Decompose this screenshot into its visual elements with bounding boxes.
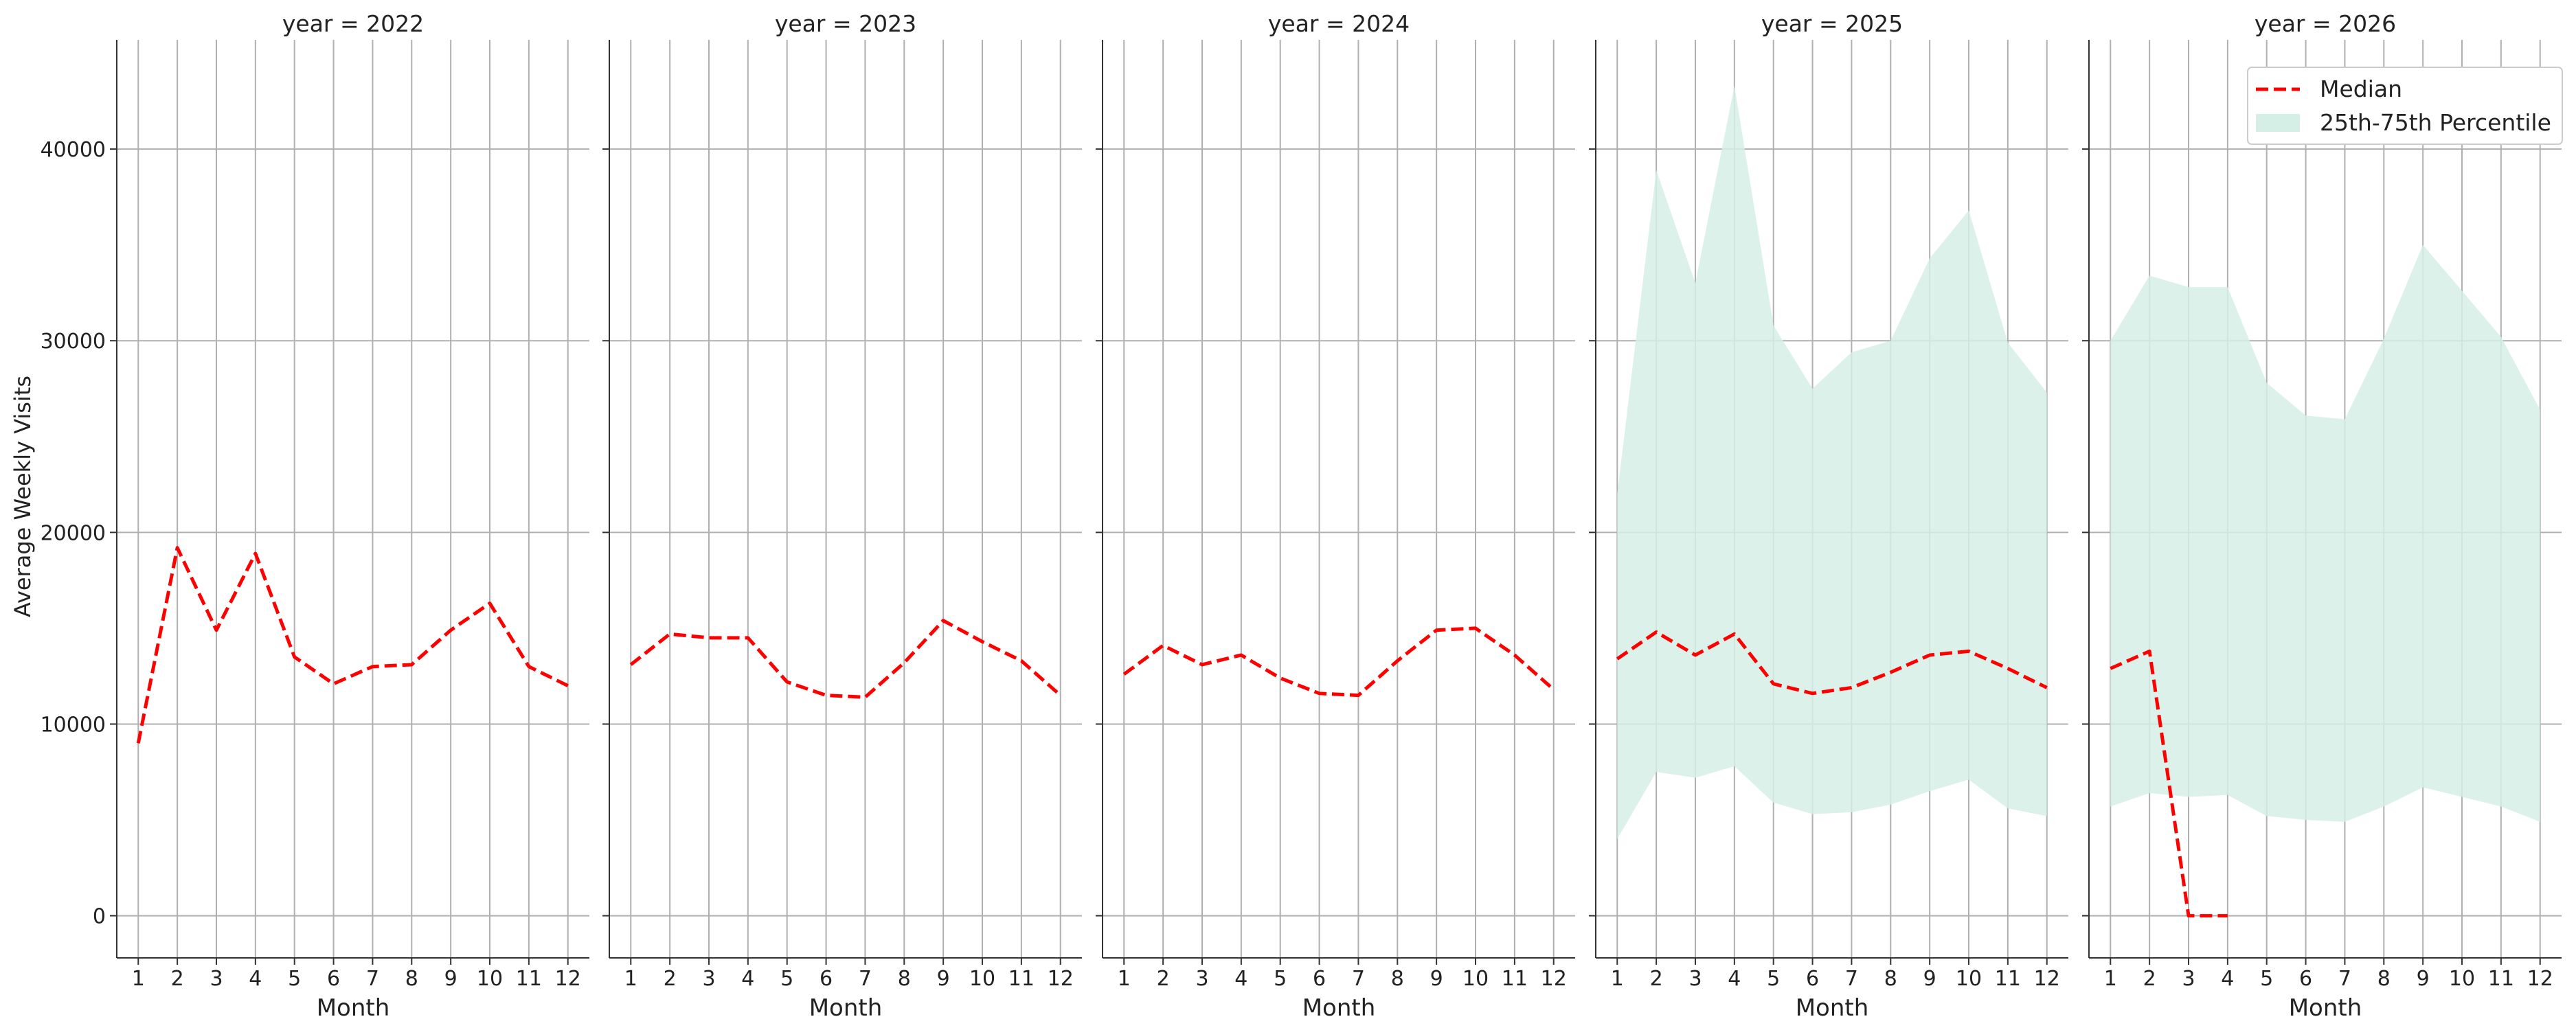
x-tick-label: 10 (2449, 967, 2475, 991)
x-tick-label: 9 (1923, 967, 1936, 991)
x-tick-label: 9 (1430, 967, 1443, 991)
x-tick-label: 12 (555, 967, 581, 991)
y-tick-label: 20000 (41, 521, 106, 545)
x-tick-label: 7 (859, 967, 872, 991)
panel-title: year = 2026 (2255, 10, 2396, 37)
x-tick-label: 11 (1995, 967, 2021, 991)
x-tick-label: 10 (969, 967, 995, 991)
median-line (1122, 626, 1555, 698)
x-tick-label: 8 (2377, 967, 2391, 991)
x-tick-label: 5 (1767, 967, 1780, 991)
chart-panels: 1 2 3 4 5 6 7 8 9 10 11 12010000200003000040000year… (41, 10, 2562, 1022)
x-tick-label: 4 (1234, 967, 1247, 991)
x-tick-label: 2 (1157, 967, 1170, 991)
x-tick-label: 5 (288, 967, 301, 991)
y-tick-label: 30000 (41, 330, 106, 354)
x-tick-label: 11 (2488, 967, 2514, 991)
x-tick-label: 3 (210, 967, 223, 991)
x-tick-label: 8 (898, 967, 911, 991)
x-tick-label: 9 (937, 967, 950, 991)
x-tick-label: 3 (1688, 967, 1702, 991)
x-tick-label: 2 (2143, 967, 2156, 991)
x-tick-label: 10 (477, 967, 503, 991)
x-tick-label: 9 (2417, 967, 2430, 991)
y-tick-label: 40000 (41, 138, 106, 162)
median-line (629, 619, 1062, 699)
x-tick-label: 6 (1313, 967, 1326, 991)
x-tick-label: 11 (1502, 967, 1528, 991)
x-tick-label: 7 (366, 967, 379, 991)
legend-median-label: Median (2320, 76, 2402, 102)
legend-frame (2247, 67, 2563, 145)
x-tick-label: 8 (1884, 967, 1897, 991)
x-tick-label: 10 (1956, 967, 1982, 991)
x-axis-label: Month (1302, 994, 1376, 1022)
x-tick-label: 5 (2260, 967, 2273, 991)
x-tick-label: 9 (444, 967, 457, 991)
median-line (2110, 649, 2228, 918)
panel-1: 1 2 3 4 5 6 7 8 9 10 11 12010000200003000040000year… (41, 10, 589, 1022)
x-tick-label: 10 (1462, 967, 1489, 991)
x-axis-label: Month (2289, 994, 2362, 1022)
x-tick-label: 3 (702, 967, 715, 991)
x-tick-label: 4 (2221, 967, 2234, 991)
x-tick-label: 4 (249, 967, 262, 991)
x-tick-label: 12 (2034, 967, 2060, 991)
panel-title: year = 2024 (1268, 10, 1410, 37)
x-tick-label: 1 (1611, 967, 1624, 991)
x-tick-label: 7 (1352, 967, 1365, 991)
x-tick-label: 5 (780, 967, 793, 991)
x-tick-label: 5 (1274, 967, 1287, 991)
x-tick-label: 6 (327, 967, 340, 991)
panel-title: year = 2023 (775, 10, 916, 37)
x-tick-label: 2 (664, 967, 677, 991)
percentile-band (1617, 85, 2047, 839)
x-tick-label: 3 (1195, 967, 1208, 991)
y-axis-label: Average Weekly Visits (10, 376, 36, 617)
x-tick-label: 12 (1048, 967, 1074, 991)
x-tick-label: 1 (2104, 967, 2117, 991)
median-line (1616, 630, 2048, 696)
x-axis-label: Month (317, 994, 390, 1022)
legend: Median 25th-75th Percentile (2247, 67, 2563, 145)
x-tick-label: 6 (2299, 967, 2312, 991)
legend-band-swatch (2256, 114, 2300, 132)
x-tick-label: 12 (1541, 967, 1567, 991)
x-tick-label: 3 (2182, 967, 2195, 991)
x-tick-label: 7 (2338, 967, 2351, 991)
x-tick-label: 12 (2527, 967, 2553, 991)
x-tick-label: 11 (1008, 967, 1035, 991)
median-line (136, 546, 569, 744)
y-tick-label: 10000 (41, 713, 106, 737)
x-tick-label: 7 (1845, 967, 1858, 991)
x-tick-label: 6 (820, 967, 833, 991)
x-tick-label: 11 (516, 967, 542, 991)
x-tick-label: 4 (741, 967, 754, 991)
x-tick-label: 1 (1118, 967, 1131, 991)
x-tick-label: 8 (1391, 967, 1404, 991)
percentile-band (2110, 244, 2540, 822)
panel-title: year = 2025 (1761, 10, 1903, 37)
y-tick-label: 0 (93, 905, 106, 929)
x-axis-label: Month (1796, 994, 1869, 1022)
x-tick-label: 8 (405, 967, 418, 991)
x-tick-label: 1 (132, 967, 145, 991)
x-tick-label: 6 (1806, 967, 1819, 991)
panel-title: year = 2022 (282, 10, 424, 37)
x-tick-label: 1 (624, 967, 637, 991)
x-tick-label: 2 (1650, 967, 1663, 991)
x-axis-label: Month (809, 994, 883, 1022)
x-tick-label: 2 (171, 967, 184, 991)
legend-band-label: 25th-75th Percentile (2320, 109, 2551, 136)
x-tick-label: 4 (1728, 967, 1741, 991)
